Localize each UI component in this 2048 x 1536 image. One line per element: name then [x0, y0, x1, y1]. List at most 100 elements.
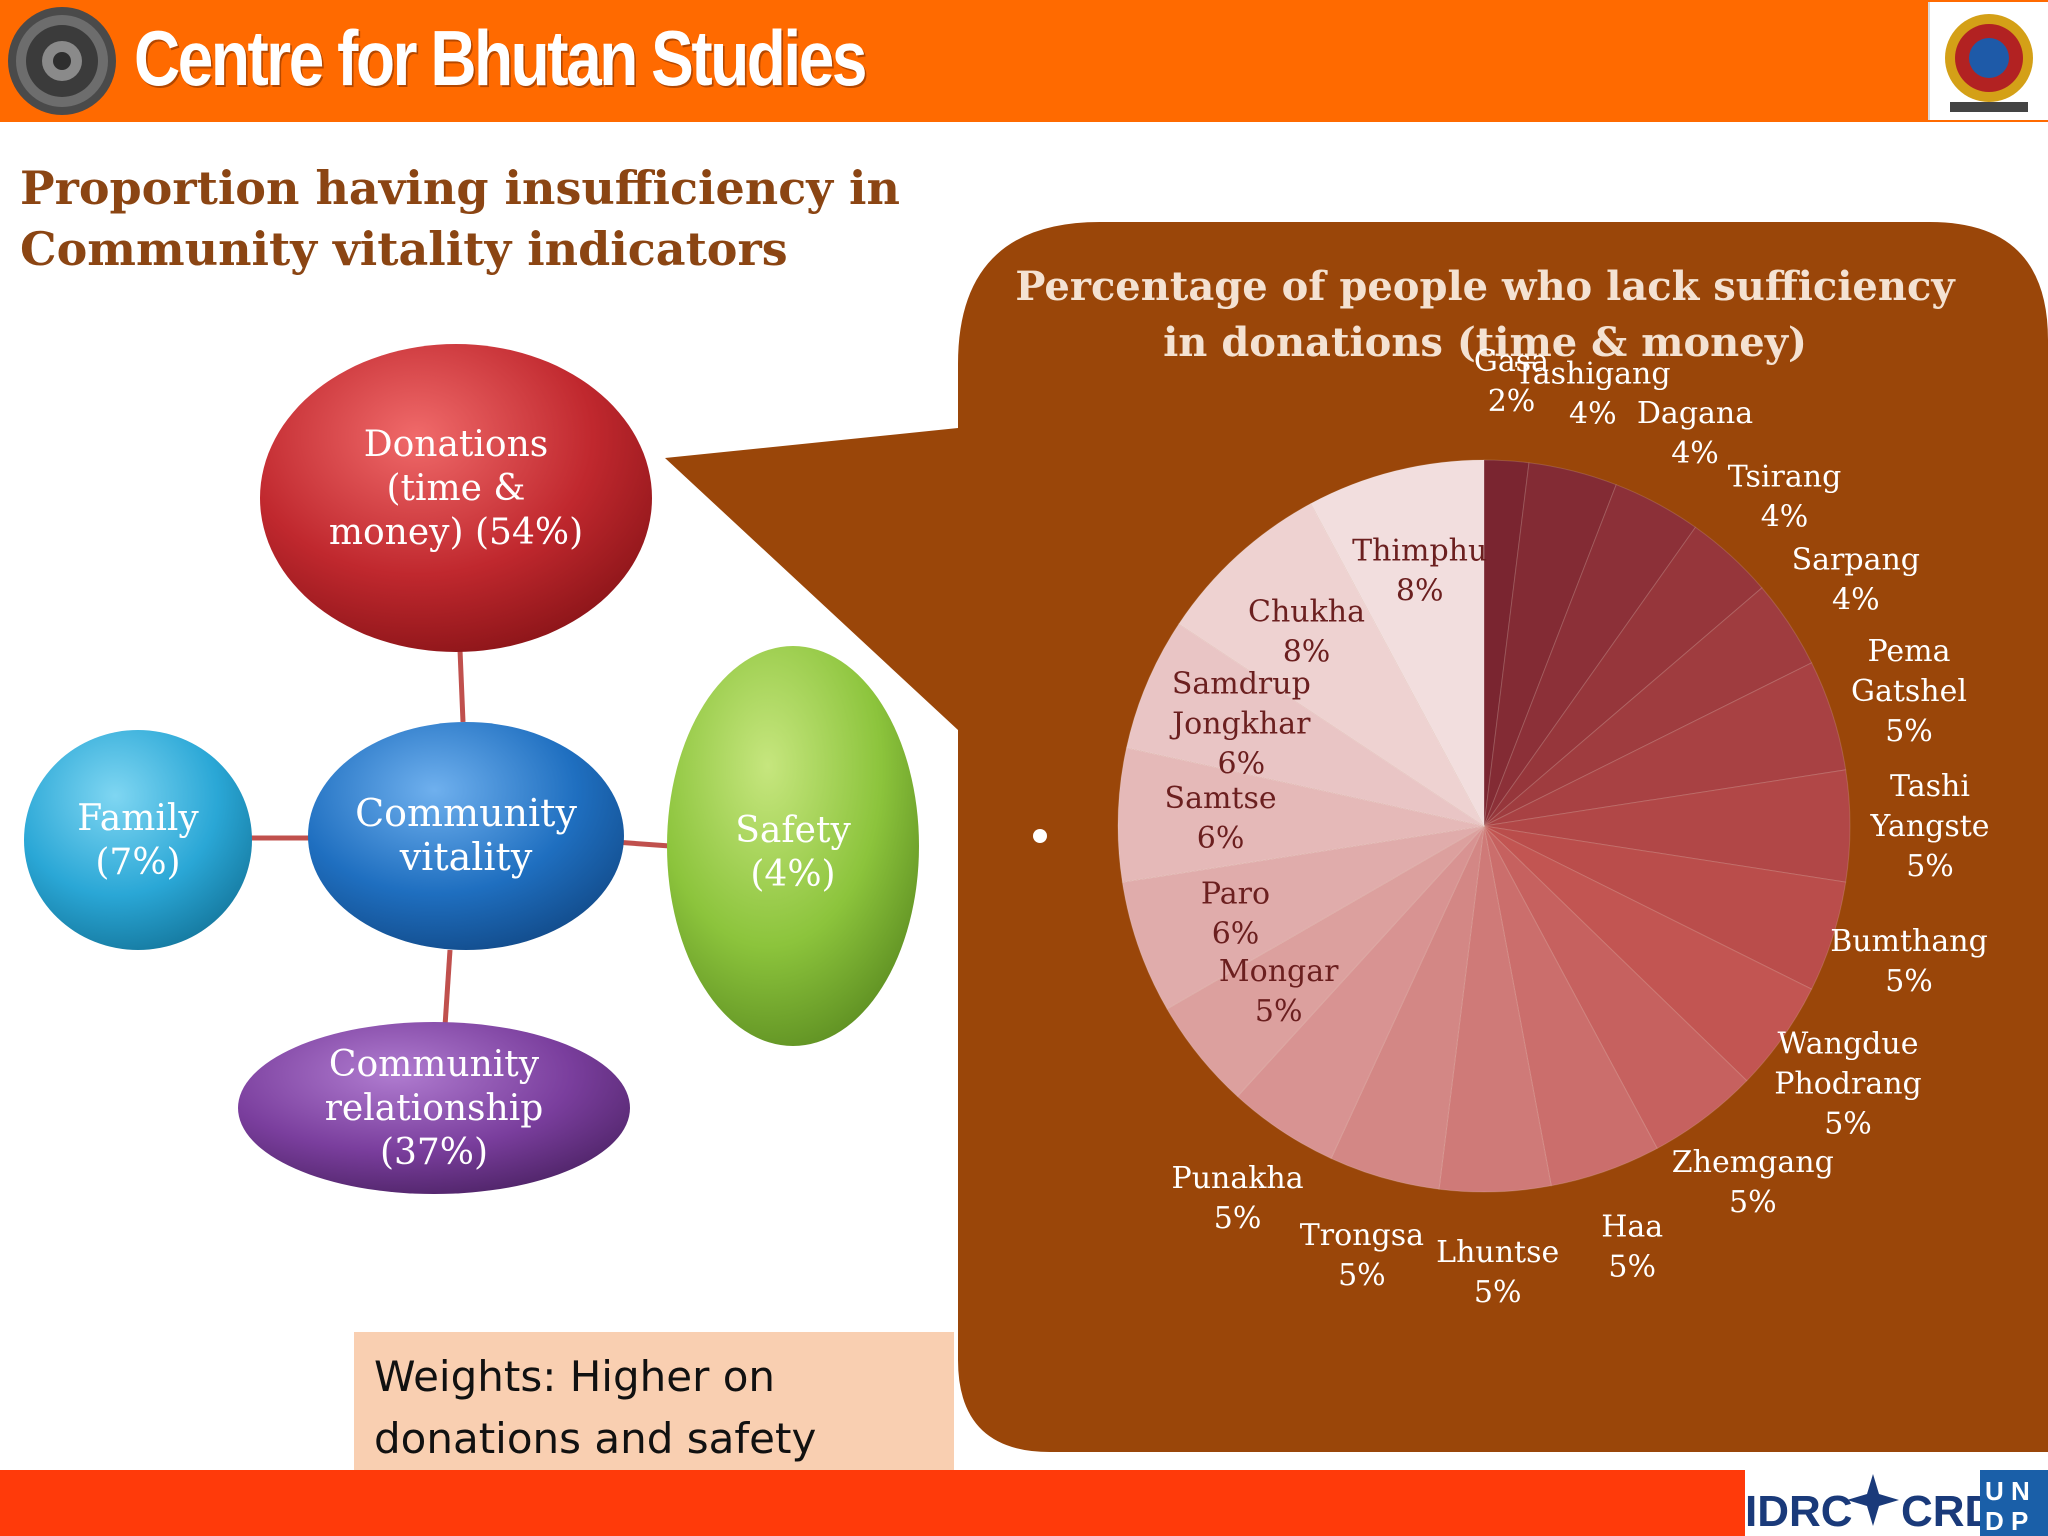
pie-slice-tashi-yangste	[1483, 769, 1851, 883]
pie-slice-bumthang	[1483, 825, 1847, 990]
pie-label-name: Samdrup	[1172, 666, 1311, 701]
svg-text:U N: U N	[1985, 1476, 2030, 1506]
pie-label-value: 6%	[1212, 917, 1260, 952]
family-node: Family (7%)	[24, 730, 252, 950]
organization-name: Centre for Bhutan Studies	[134, 14, 867, 102]
pie-label-trongsa: Trongsa 5%	[1300, 1218, 1424, 1293]
svg-text:D P: D P	[1985, 1506, 2028, 1536]
pie-label-haa: Haa 5%	[1601, 1210, 1663, 1285]
pie-label-value: 4%	[1761, 499, 1809, 534]
relationship-label-line1: Community	[329, 1044, 540, 1085]
chart-title-line1: Percentage of people who lack sufficienc…	[1015, 263, 1956, 310]
weights-note: Weights: Higher on donations and safety	[354, 1332, 954, 1474]
pie-label-sarpang: Sarpang 4%	[1792, 543, 1920, 618]
pie-slice-thimphu	[1310, 459, 1485, 827]
pie-label-chukha: Chukha 8%	[1248, 594, 1365, 669]
pie-label-name: Punakha	[1172, 1161, 1304, 1196]
national-emblem	[1928, 2, 2048, 120]
community-vitality-node: Community vitality	[308, 722, 624, 950]
pie-label-name: Paro	[1201, 877, 1270, 912]
pie-label-value: 2%	[1488, 384, 1536, 419]
pie-label-name: Chukha	[1248, 594, 1365, 629]
diagram-connectors	[248, 649, 671, 1027]
slide-title: Proportion having insufficiency in Commu…	[20, 158, 920, 280]
slide-title-line1: Proportion having insufficiency in	[20, 161, 900, 215]
svg-text:IDRC: IDRC	[1745, 1487, 1853, 1536]
family-label-line1: Family	[77, 798, 199, 839]
pie-label-value: 5%	[1338, 1258, 1386, 1293]
pie-label-name: Tsirang	[1728, 459, 1842, 494]
pie-label-samdrup-jongkhar: Samdrup Jongkhar 6%	[1169, 666, 1311, 781]
pie-label-dagana: Dagana 4%	[1637, 396, 1753, 471]
pie-slice-dagana	[1483, 484, 1697, 827]
pie-label-name: Wangdue	[1778, 1027, 1919, 1062]
pie-label-name: Sarpang	[1792, 543, 1920, 578]
pie-slice-pema-gatshel	[1483, 662, 1847, 827]
pie-label-tashi-yangste: Tashi Yangste 5%	[1869, 769, 1989, 884]
donations-label-line3: money) (54%)	[329, 512, 583, 553]
pie-label-value: 5%	[1906, 849, 1954, 884]
pie-label-gasa: Gasa 2%	[1474, 344, 1549, 419]
slide-title-line2: Community vitality indicators	[20, 222, 788, 276]
pie-slice-sarpang	[1483, 587, 1813, 827]
pie-label-name: Lhuntse	[1436, 1235, 1559, 1270]
pie-chart	[1117, 459, 1851, 1193]
pie-label-value: 5%	[1608, 1250, 1656, 1285]
pie-label-value: 5%	[1824, 1107, 1872, 1142]
pie-label-name: Zhemgang	[1672, 1145, 1834, 1180]
footer-partner-logos: IDRC CRDI U N D P	[1745, 1470, 2048, 1536]
pie-slice-haa	[1483, 825, 1658, 1187]
note-line1: Weights: Higher on	[374, 1352, 776, 1401]
donations-node: Donations (time & money) (54%)	[260, 344, 652, 652]
pie-label-name: Thimphu	[1352, 533, 1487, 568]
pie-label-value: 5%	[1255, 994, 1303, 1029]
safety-label-line2: (4%)	[750, 854, 835, 895]
footer-bar	[0, 1470, 1745, 1536]
pie-label-value: 4%	[1832, 583, 1880, 618]
pie-label-name: Bumthang	[1830, 924, 1988, 959]
donations-label-line1: Donations	[364, 424, 549, 465]
pie-slice-mongar	[1166, 825, 1485, 1098]
pie-label-name: Mongar	[1219, 954, 1339, 989]
pie-label-name: Phodrang	[1774, 1067, 1922, 1102]
pie-label-name: Dagana	[1637, 396, 1753, 431]
center-label-line2: vitality	[399, 835, 533, 879]
pie-label-mongar: Mongar 5%	[1219, 954, 1339, 1029]
safety-node: Safety (4%)	[667, 646, 919, 1046]
pie-label-tsirang: Tsirang 4%	[1728, 459, 1842, 534]
header-bar: Centre for Bhutan Studies	[0, 0, 2048, 122]
pie-label-bumthang: Bumthang 5%	[1830, 924, 1988, 999]
pie-label-value: 5%	[1474, 1275, 1522, 1310]
relationship-label-line3: (37%)	[380, 1132, 488, 1173]
idrc-crdi-undp-logos: IDRC CRDI U N D P	[1745, 1470, 2048, 1536]
pie-label-name: Pema	[1868, 634, 1951, 669]
center-label-line1: Community	[355, 791, 577, 835]
pie-slice-punakha	[1236, 825, 1485, 1160]
pie-label-name: Yangste	[1869, 809, 1989, 844]
pie-label-name: Gatshel	[1851, 674, 1967, 709]
bullet-dot	[1033, 829, 1047, 843]
donations-label-line2: (time &	[387, 468, 526, 509]
pie-label-lhuntse: Lhuntse 5%	[1436, 1235, 1559, 1310]
pie-label-pema-gatshel: Pema Gatshel 5%	[1851, 634, 1967, 749]
pie-label-name: Haa	[1601, 1210, 1663, 1245]
pie-slice-samdrup-jongkhar	[1125, 623, 1485, 827]
pie-label-thimphu: Thimphu 8%	[1352, 533, 1487, 608]
safety-label-line1: Safety	[735, 810, 851, 851]
pie-label-name: Tashi	[1890, 769, 1970, 804]
pie-slice-paro	[1121, 825, 1485, 1010]
pie-label-value: 8%	[1396, 573, 1444, 608]
pie-label-value: 4%	[1671, 436, 1719, 471]
community-relationship-node: Community relationship (37%)	[238, 1022, 630, 1194]
pie-label-wangdue-phodrang: Wangdue Phodrang 5%	[1774, 1027, 1922, 1142]
pie-slice-lhuntse	[1438, 825, 1552, 1193]
pie-label-punakha: Punakha 5%	[1172, 1161, 1304, 1236]
pie-label-value: 5%	[1214, 1201, 1262, 1236]
family-label-line2: (7%)	[95, 842, 180, 883]
pie-slice-zhemgang	[1483, 825, 1748, 1150]
pie-slice-tashigang	[1483, 462, 1617, 827]
pie-label-value: 5%	[1885, 964, 1933, 999]
pie-slice-gasa	[1483, 459, 1530, 827]
pie-label-value: 5%	[1885, 714, 1933, 749]
